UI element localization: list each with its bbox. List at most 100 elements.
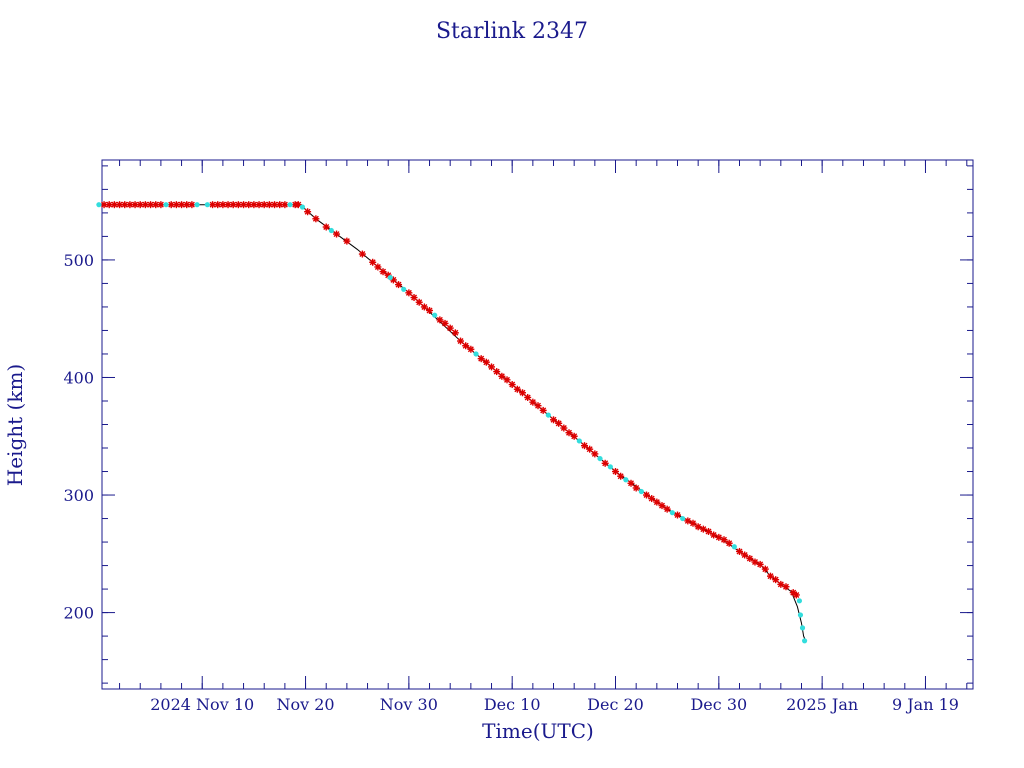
data-point-asterisk [467, 345, 475, 353]
data-point-asterisk [766, 572, 774, 580]
data-point-dot [545, 412, 551, 418]
data-point-dot [163, 202, 169, 208]
data-point-asterisk [219, 201, 227, 209]
data-point-dot [96, 202, 102, 208]
data-point-dot [799, 625, 806, 631]
data-point-asterisk [524, 393, 532, 401]
data-point-asterisk [591, 450, 599, 458]
data-point-asterisk [627, 479, 635, 487]
data-point-asterisk [581, 442, 589, 450]
data-point-dot [597, 455, 603, 462]
data-point-asterisk [250, 201, 258, 209]
y-axis-ticks: 200 300 400 500 [63, 165, 973, 684]
trajectory-line [102, 204, 807, 641]
data-point-dot [204, 202, 210, 208]
data-point-asterisk [436, 316, 444, 324]
data-point-asterisk [689, 519, 697, 527]
x-tick-label: Dec 20 [587, 695, 644, 714]
data-markers [96, 201, 808, 644]
data-point-dot [401, 286, 407, 292]
x-tick-label: Dec 10 [484, 695, 541, 714]
x-tick-label: 2024 Nov 10 [150, 695, 254, 714]
data-point-asterisk [555, 419, 563, 427]
x-axis-label: Time(UTC) [482, 719, 594, 743]
data-point-asterisk [648, 495, 656, 503]
data-point-asterisk [658, 502, 666, 510]
data-point-asterisk [420, 303, 428, 311]
data-point-asterisk [224, 201, 232, 209]
data-point-asterisk [126, 201, 134, 209]
data-point-dot [623, 477, 629, 483]
data-point-asterisk [493, 368, 501, 376]
data-point-asterisk [415, 298, 423, 306]
data-point-asterisk [735, 547, 743, 555]
x-tick-label: Nov 30 [380, 695, 438, 714]
data-point-dot [801, 638, 808, 644]
data-point-asterisk [312, 215, 320, 223]
data-point-asterisk [333, 230, 341, 238]
data-point-asterisk [761, 565, 769, 573]
data-point-asterisk [446, 324, 454, 332]
data-point-asterisk [529, 398, 537, 406]
x-tick-label: Dec 30 [690, 695, 747, 714]
data-point-asterisk [157, 201, 165, 209]
data-point-asterisk [565, 429, 573, 437]
data-point-asterisk [426, 306, 434, 314]
data-point-asterisk [260, 201, 268, 209]
data-point-asterisk [498, 372, 506, 380]
data-point-asterisk [710, 531, 718, 539]
data-point-asterisk [214, 201, 222, 209]
data-point-asterisk [601, 459, 609, 467]
chart-title: Starlink 2347 [436, 19, 588, 44]
data-point-asterisk [513, 385, 521, 393]
data-point-asterisk [441, 319, 449, 327]
data-point-asterisk [410, 294, 418, 302]
data-point-dot [607, 464, 613, 470]
data-point-dot [796, 598, 803, 604]
data-point-dot [328, 227, 334, 234]
data-point-dot [432, 312, 438, 318]
data-point-asterisk [136, 201, 144, 209]
data-point-asterisk [369, 258, 377, 266]
data-point-asterisk [617, 472, 625, 480]
data-point-asterisk [100, 201, 108, 209]
data-point-asterisk [167, 201, 175, 209]
data-point-dot [797, 612, 804, 618]
data-point-asterisk [653, 498, 661, 506]
data-point-dot [287, 202, 293, 208]
data-point-dot [638, 488, 644, 495]
data-point-asterisk [741, 551, 749, 559]
data-point-asterisk [782, 583, 790, 591]
data-point-asterisk [663, 505, 671, 513]
data-point-dot [473, 351, 479, 357]
data-point-asterisk [358, 250, 366, 258]
data-point-asterisk [519, 389, 527, 397]
data-point-asterisk [462, 342, 470, 350]
x-tick-label: 9 Jan 19 [892, 695, 959, 714]
data-point-asterisk [756, 560, 764, 568]
x-tick-label: Nov 20 [276, 695, 334, 714]
data-point-asterisk [586, 445, 594, 453]
data-point-asterisk [720, 536, 728, 544]
data-point-asterisk [209, 201, 217, 209]
data-point-asterisk [343, 237, 351, 245]
data-point-asterisk [229, 201, 237, 209]
data-point-dot [387, 274, 393, 281]
y-tick-label: 500 [63, 251, 94, 270]
data-point-asterisk [405, 289, 413, 297]
data-point-asterisk [612, 468, 620, 476]
data-point-asterisk [674, 511, 682, 519]
data-point-asterisk [792, 591, 800, 599]
data-point-asterisk [457, 337, 465, 345]
data-point-asterisk [281, 201, 289, 209]
y-tick-label: 400 [63, 368, 94, 387]
data-point-asterisk [550, 416, 558, 424]
x-tick-label: 2025 Jan [786, 695, 858, 714]
data-point-asterisk [477, 355, 485, 363]
data-point-dot [576, 438, 582, 444]
data-point-asterisk [725, 539, 733, 547]
x-axis-ticks: 2024 Nov 10 Nov 20 Nov 30 Dec 10 Dec 20 Dec 3… [119, 160, 968, 714]
data-point-asterisk [105, 201, 113, 209]
data-point-asterisk [379, 268, 387, 276]
data-point-asterisk [534, 402, 542, 410]
